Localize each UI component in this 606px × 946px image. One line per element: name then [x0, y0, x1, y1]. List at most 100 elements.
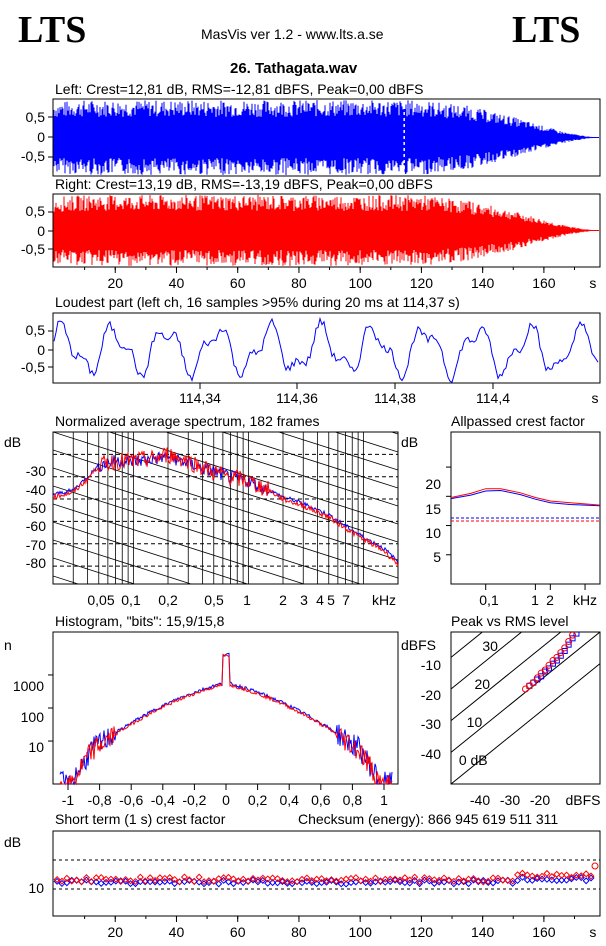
short-term-point-left — [337, 880, 345, 888]
svg-text:10: 10 — [28, 739, 44, 755]
short-term-title: Short term (1 s) crest factor — [55, 811, 226, 827]
hist-xtick-label: -0,2 — [182, 792, 206, 808]
short-term-point-right — [514, 871, 522, 879]
left-waveform-series — [53, 100, 599, 175]
short-term-point-right — [269, 874, 277, 882]
short-term-point-left — [171, 880, 179, 888]
short-term-point-left — [185, 876, 193, 885]
short-term-point-right — [357, 877, 365, 885]
svg-text:4: 4 — [316, 592, 324, 608]
short-term-point-right — [342, 875, 350, 883]
short-term-point-right — [411, 873, 419, 881]
short-term-point-right — [381, 875, 389, 883]
histogram-panel: n 1000 100 10 -1 -0,8 -0,6 -0,4 -0,2 0 0,2 0,4 0… — [4, 631, 399, 808]
histogram-left-series — [59, 652, 393, 786]
short-term-point-right — [156, 874, 164, 882]
short-term-point-left — [92, 878, 100, 886]
short-term-point-left — [273, 879, 282, 887]
short-term-point-right — [87, 877, 95, 886]
short-term-point-left — [553, 876, 561, 885]
spectrum-slope-line — [53, 503, 306, 584]
short-term-point-left — [53, 877, 61, 885]
short-term-point-right — [474, 877, 482, 885]
short-term-point-left — [151, 878, 159, 886]
short-term-point-right — [117, 877, 125, 885]
short-term-point-left — [327, 876, 335, 884]
short-term-point-left — [396, 878, 404, 886]
short-term-point-right — [244, 877, 252, 885]
x-tick-label: 100 — [349, 275, 373, 291]
spectrum-slope-line — [333, 432, 398, 453]
short-term-point-left — [465, 880, 473, 888]
short-term-point-right — [195, 873, 203, 881]
short-term-point-left — [332, 878, 340, 886]
svg-text:1: 1 — [243, 592, 251, 608]
short-term-point-right — [494, 874, 502, 882]
crest-diagonal — [451, 663, 600, 784]
spectrum-slope-line — [108, 432, 398, 525]
short-term-point-left — [136, 878, 144, 886]
prms-point-right — [557, 649, 565, 657]
crest-diagonal-label: 30 — [482, 638, 498, 654]
short-term-point-right — [591, 862, 599, 870]
short-term-panel: dB 10 20 40 60 80 100 120 140 160 s — [4, 830, 601, 940]
loud-ytick-neg: -0,5 — [21, 359, 45, 375]
crest-ylabel: dB — [401, 434, 418, 450]
svg-text:5: 5 — [433, 549, 441, 565]
hist-xtick-label: -0,8 — [88, 792, 112, 808]
svg-text:3: 3 — [300, 592, 308, 608]
short-term-point-right — [455, 874, 463, 883]
short-term-point-left — [347, 879, 355, 887]
spectrum-slope-line — [277, 432, 398, 471]
short-term-point-right — [298, 875, 306, 883]
short-term-point-left — [371, 878, 380, 886]
prms-point-left — [549, 660, 556, 667]
svg-text:kHz: kHz — [573, 592, 597, 608]
short-term-point-left — [112, 877, 120, 885]
short-term-point-right — [479, 878, 487, 886]
crest-diagonal — [451, 632, 523, 690]
short-term-point-right — [254, 876, 262, 884]
x-tick-label: s — [589, 924, 596, 940]
short-term-point-right — [563, 871, 571, 879]
short-term-point-right — [303, 874, 311, 882]
short-term-point-left — [416, 880, 424, 888]
svg-text:-30: -30 — [500, 792, 520, 808]
short-term-point-left — [455, 878, 463, 886]
x-tick-label: 20 — [107, 275, 123, 291]
svg-text:0,1: 0,1 — [479, 592, 499, 608]
crest-diagonal-label: 0 dB — [459, 752, 488, 768]
short-term-point-left — [205, 879, 213, 887]
short-term-point-right — [523, 871, 531, 879]
short-term-point-right — [313, 875, 321, 883]
short-term-point-right — [332, 877, 340, 885]
right-waveform-panel: 0,5 0 -0,5 20 40 60 80 100 120 140 160 s — [21, 193, 601, 291]
x-tick-label: s — [589, 275, 596, 291]
svg-text:0,05: 0,05 — [87, 592, 114, 608]
loud-xtick-2: 114,36 — [276, 390, 318, 406]
svg-text:0,5: 0,5 — [204, 592, 224, 608]
short-term-point-right — [582, 870, 590, 878]
prms-point-left — [557, 652, 564, 659]
x-tick-label: 80 — [291, 275, 307, 291]
logo-right: LTS — [512, 9, 581, 51]
short-term-point-right — [460, 877, 468, 885]
prms-point-right — [561, 644, 569, 652]
short-term-ylabel: dB — [4, 834, 21, 850]
hist-xtick-label: -0,4 — [151, 792, 175, 808]
spectrum-slope-line — [53, 594, 398, 704]
prms-point-right — [541, 666, 549, 674]
short-term-point-right — [97, 873, 105, 882]
crest-diagonal — [451, 632, 562, 722]
spectrum-slope-line — [390, 432, 398, 435]
short-term-point-left — [391, 876, 399, 884]
short-term-point-left — [249, 876, 257, 884]
short-term-point-left — [313, 880, 321, 888]
logo-left: LTS — [18, 9, 87, 51]
short-term-point-right — [161, 874, 169, 882]
short-term-point-right — [283, 878, 291, 886]
short-term-point-right — [391, 875, 399, 883]
short-term-point-right — [489, 874, 497, 882]
